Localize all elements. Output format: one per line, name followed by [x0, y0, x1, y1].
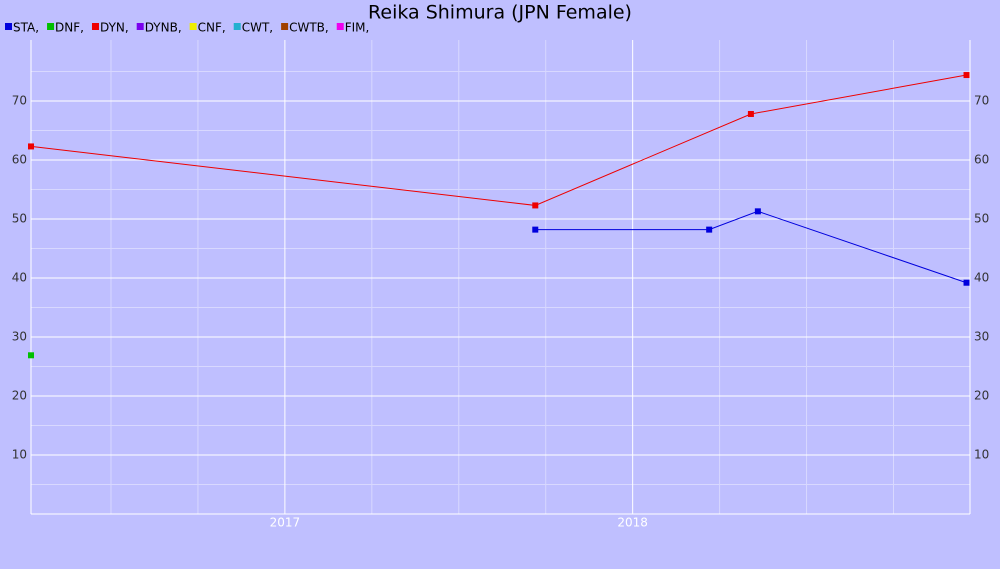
series-line: [535, 210, 967, 284]
data-point: [963, 72, 970, 79]
y-tick-label-right: 70: [974, 94, 989, 108]
y-tick-label-right: 50: [974, 212, 989, 226]
series-line: [30, 74, 967, 206]
chart-title: Reika Shimura (JPN Female): [368, 2, 632, 24]
legend-label: DYN,: [100, 21, 129, 35]
y-tick-label: 50: [12, 212, 27, 226]
x-tick-label: 2017: [270, 516, 301, 530]
legend-swatch: [189, 23, 197, 30]
legend-label: CWTB,: [289, 21, 329, 35]
legend-swatch: [47, 23, 55, 30]
y-tick-label: 60: [12, 153, 27, 167]
data-point: [532, 226, 539, 233]
legend-swatch: [5, 23, 12, 30]
y-tick-label: 70: [12, 94, 27, 108]
y-tick-label-right: 40: [974, 271, 989, 285]
data-point: [532, 202, 539, 209]
y-tick-label: 20: [12, 389, 27, 403]
legend-label: DNF,: [55, 21, 84, 35]
data-point: [754, 208, 761, 215]
legend-label: CNF,: [198, 21, 226, 35]
y-tick-label-right: 30: [974, 330, 989, 344]
legend-label: STA,: [13, 21, 39, 35]
legend-swatch: [233, 23, 241, 30]
y-tick-label: 30: [12, 330, 27, 344]
x-tick-label: 2018: [617, 516, 648, 530]
legend-label: DYNB,: [145, 21, 182, 35]
legend-swatch: [281, 23, 289, 30]
y-tick-label: 40: [12, 271, 27, 285]
legend-swatch: [91, 23, 99, 30]
data-point: [963, 279, 970, 286]
y-tick-label-right: 20: [974, 389, 989, 403]
y-tick-label-right: 10: [974, 448, 989, 462]
legend-label: CWT,: [242, 21, 273, 35]
data-point: [28, 143, 34, 150]
y-tick-label: 10: [12, 448, 27, 462]
y-tick-label-right: 60: [974, 153, 989, 167]
legend-swatch: [336, 23, 344, 30]
legend-label: FIM,: [345, 21, 370, 35]
data-point: [747, 110, 754, 117]
data-point: [28, 352, 34, 359]
legend-swatch: [136, 23, 144, 30]
data-point: [706, 226, 713, 233]
